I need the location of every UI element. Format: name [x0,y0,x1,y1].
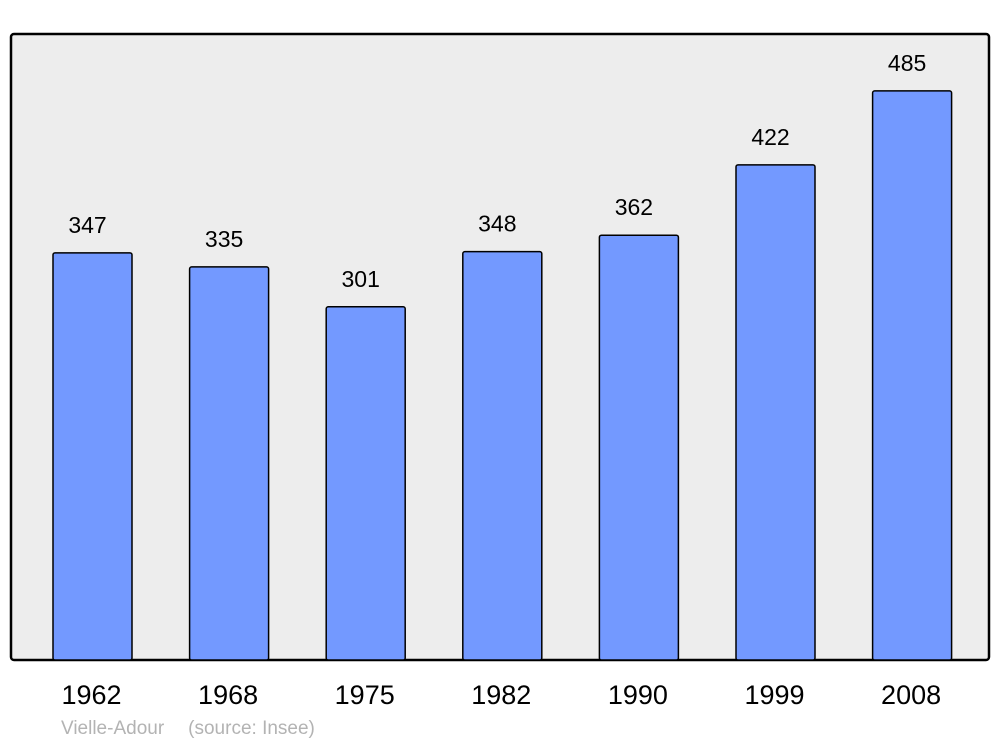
x-tick-label: 1999 [744,680,804,710]
data-label: 485 [888,50,926,76]
data-label: 422 [751,124,789,150]
bar-1990 [598,234,680,661]
bar-1968 [188,266,270,661]
x-tick-label: 1982 [471,680,531,710]
data-label: 362 [615,194,653,220]
x-tick-label: 2008 [881,680,941,710]
bar-1962 [52,252,133,661]
x-tick-label: 1975 [335,680,395,710]
source-note: (source: Insee) [188,718,315,739]
data-label: 348 [478,211,516,237]
x-tick-label: 1968 [198,680,258,710]
data-label: 301 [342,266,380,292]
bar-1999 [735,164,816,661]
bar-2008 [871,90,953,661]
x-tick-label: 1962 [61,680,121,710]
place-name: Vielle-Adour [61,718,165,739]
bar-1982 [462,250,543,661]
data-label: 347 [68,212,106,238]
bar-1975 [325,306,406,661]
data-label: 335 [205,226,243,252]
chart-footer: Vielle-Adour (source: Insee) [61,718,339,740]
x-tick-label: 1990 [608,680,668,710]
